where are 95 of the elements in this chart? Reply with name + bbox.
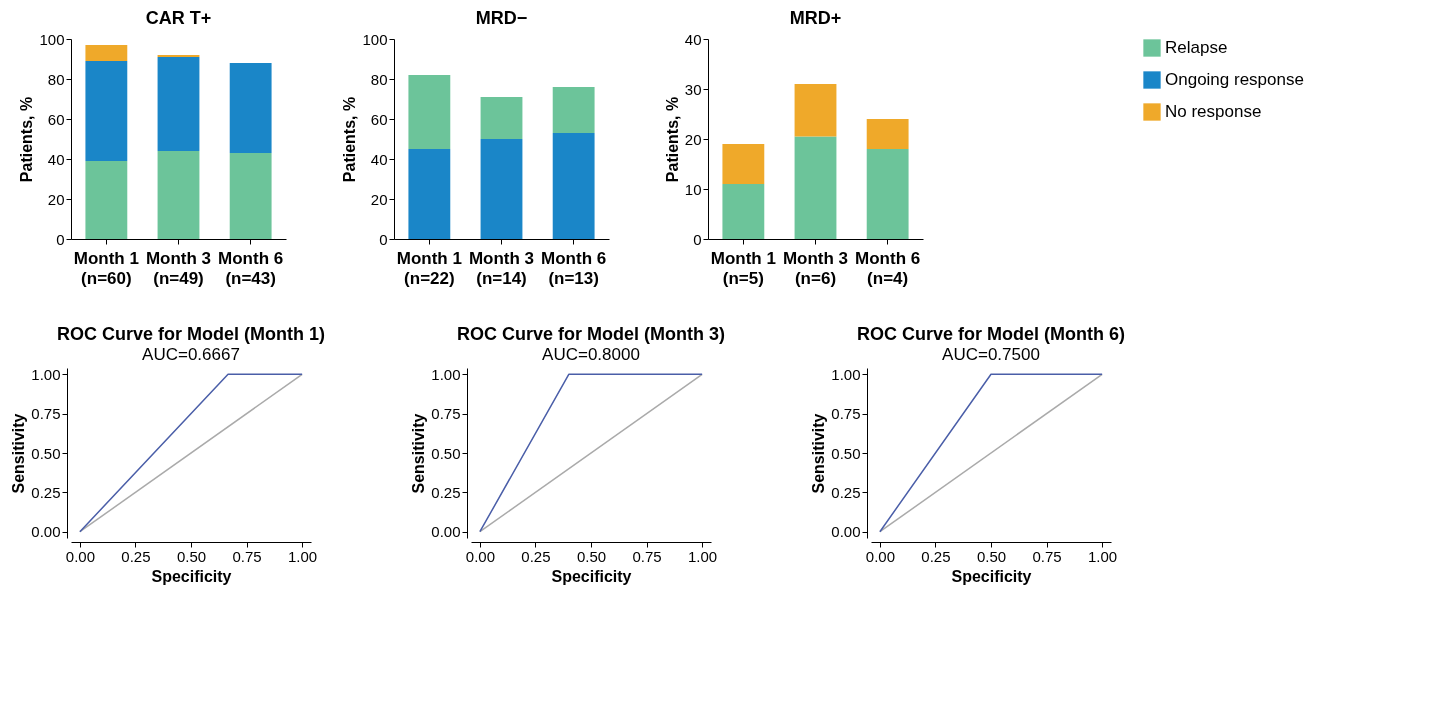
y-tick-label: 0.50 bbox=[831, 444, 861, 462]
x-tick-label: 1.00 bbox=[1088, 547, 1118, 565]
y-tick-label: 80 bbox=[47, 70, 65, 88]
chart-title: MRD+ bbox=[789, 8, 842, 28]
y-tick-label: 0.50 bbox=[31, 444, 61, 462]
chart-title: CAR T+ bbox=[145, 8, 212, 28]
bar bbox=[552, 133, 595, 239]
x-tick-label: 0.50 bbox=[976, 547, 1007, 565]
bar bbox=[157, 57, 200, 151]
y-tick-label: 0.00 bbox=[431, 523, 461, 541]
x-tick-label: 0.50 bbox=[176, 547, 207, 565]
y-tick-label: 60 bbox=[47, 110, 65, 128]
chart-subtitle: AUC=0.8000 bbox=[542, 345, 640, 365]
x-tick-label: Month 6 (n=4) bbox=[855, 248, 921, 288]
y-axis-title: Sensitivity bbox=[810, 413, 828, 494]
y-tick-label: 0.25 bbox=[431, 483, 461, 501]
chart-subtitle: AUC=0.6667 bbox=[142, 345, 240, 365]
y-tick-label: 1.00 bbox=[431, 365, 461, 383]
x-tick-label: Month 6 (n=13) bbox=[541, 248, 607, 288]
x-tick-label: 0.75 bbox=[1032, 547, 1062, 565]
y-tick-label: 0.75 bbox=[831, 405, 861, 423]
bar bbox=[229, 153, 272, 239]
legend-label: Ongoing response bbox=[1165, 70, 1304, 89]
x-tick-label: Month 3 (n=6) bbox=[782, 248, 849, 288]
bar bbox=[794, 136, 837, 239]
chart-subtitle: AUC=0.7500 bbox=[942, 345, 1040, 365]
bar bbox=[794, 84, 837, 137]
x-tick-label: Month 6 (n=43) bbox=[218, 248, 284, 288]
y-tick-label: 60 bbox=[370, 110, 388, 128]
bar bbox=[85, 61, 128, 161]
x-tick-label: Month 3 (n=49) bbox=[145, 248, 212, 288]
bar bbox=[408, 149, 451, 239]
bar bbox=[85, 45, 128, 61]
y-tick-label: 80 bbox=[370, 70, 388, 88]
y-tick-label: 20 bbox=[370, 190, 388, 208]
bar bbox=[866, 119, 909, 149]
y-tick-label: 40 bbox=[370, 150, 388, 168]
y-tick-label: 30 bbox=[684, 80, 702, 98]
y-tick-label: 0.75 bbox=[31, 405, 61, 423]
x-tick-label: 0.25 bbox=[521, 547, 551, 565]
x-tick-label: Month 1 (n=60) bbox=[73, 248, 139, 288]
x-axis-title: Specificity bbox=[551, 567, 632, 585]
y-tick-label: 0.00 bbox=[31, 523, 61, 541]
y-tick-label: 40 bbox=[684, 30, 702, 48]
y-tick-label: 0.50 bbox=[431, 444, 461, 462]
y-tick-label: 0.25 bbox=[31, 483, 61, 501]
y-tick-label: 100 bbox=[362, 30, 388, 48]
y-tick-label: 1.00 bbox=[31, 365, 61, 383]
bar bbox=[552, 87, 595, 133]
x-tick-label: 0.75 bbox=[232, 547, 262, 565]
y-axis-title: Patients, % bbox=[341, 96, 359, 183]
x-tick-label: 0.50 bbox=[576, 547, 607, 565]
x-tick-label: 0.25 bbox=[121, 547, 151, 565]
y-tick-label: 20 bbox=[684, 130, 702, 148]
bar bbox=[157, 151, 200, 239]
x-tick-label: 0.75 bbox=[632, 547, 662, 565]
bar bbox=[480, 97, 523, 139]
x-axis-title: Specificity bbox=[151, 567, 232, 585]
bar bbox=[408, 75, 451, 149]
bar bbox=[480, 139, 523, 239]
bar bbox=[229, 63, 272, 153]
x-tick-label: 1.00 bbox=[288, 547, 318, 565]
x-tick-label: 0.25 bbox=[921, 547, 951, 565]
x-tick-label: Month 3 (n=14) bbox=[468, 248, 535, 288]
y-tick-label: 10 bbox=[684, 180, 702, 198]
y-tick-label: 0.75 bbox=[431, 405, 461, 423]
chart-title: ROC Curve for Model (Month 1) bbox=[57, 324, 325, 345]
y-tick-label: 40 bbox=[47, 150, 65, 168]
bar bbox=[866, 149, 909, 239]
y-tick-label: 0 bbox=[379, 230, 388, 248]
y-tick-label: 1.00 bbox=[831, 365, 861, 383]
y-tick-label: 0.25 bbox=[831, 483, 861, 501]
chart-title: ROC Curve for Model (Month 3) bbox=[457, 324, 725, 345]
x-tick-label: 0.00 bbox=[65, 547, 95, 565]
x-tick-label: 0.00 bbox=[465, 547, 495, 565]
legend-label: Relapse bbox=[1165, 38, 1228, 57]
y-tick-label: 100 bbox=[39, 30, 65, 48]
bar bbox=[722, 144, 765, 184]
y-axis-title: Sensitivity bbox=[410, 413, 428, 494]
y-tick-label: 0.00 bbox=[831, 523, 861, 541]
y-axis-title: Patients, % bbox=[663, 96, 681, 183]
bar bbox=[722, 184, 765, 239]
x-tick-label: Month 1 (n=22) bbox=[396, 248, 462, 288]
y-tick-label: 0 bbox=[56, 230, 65, 248]
legend-label: No response bbox=[1165, 102, 1262, 121]
bar bbox=[85, 161, 128, 239]
x-tick-label: Month 1 (n=5) bbox=[710, 248, 776, 288]
chart-title: ROC Curve for Model (Month 6) bbox=[857, 324, 1125, 345]
x-tick-label: 0.00 bbox=[865, 547, 895, 565]
chart-title: MRD− bbox=[475, 8, 528, 28]
x-axis-title: Specificity bbox=[951, 567, 1032, 585]
y-tick-label: 0 bbox=[693, 230, 702, 248]
y-axis-title: Sensitivity bbox=[10, 413, 28, 494]
y-axis-title: Patients, % bbox=[18, 96, 36, 183]
y-tick-label: 20 bbox=[47, 190, 65, 208]
